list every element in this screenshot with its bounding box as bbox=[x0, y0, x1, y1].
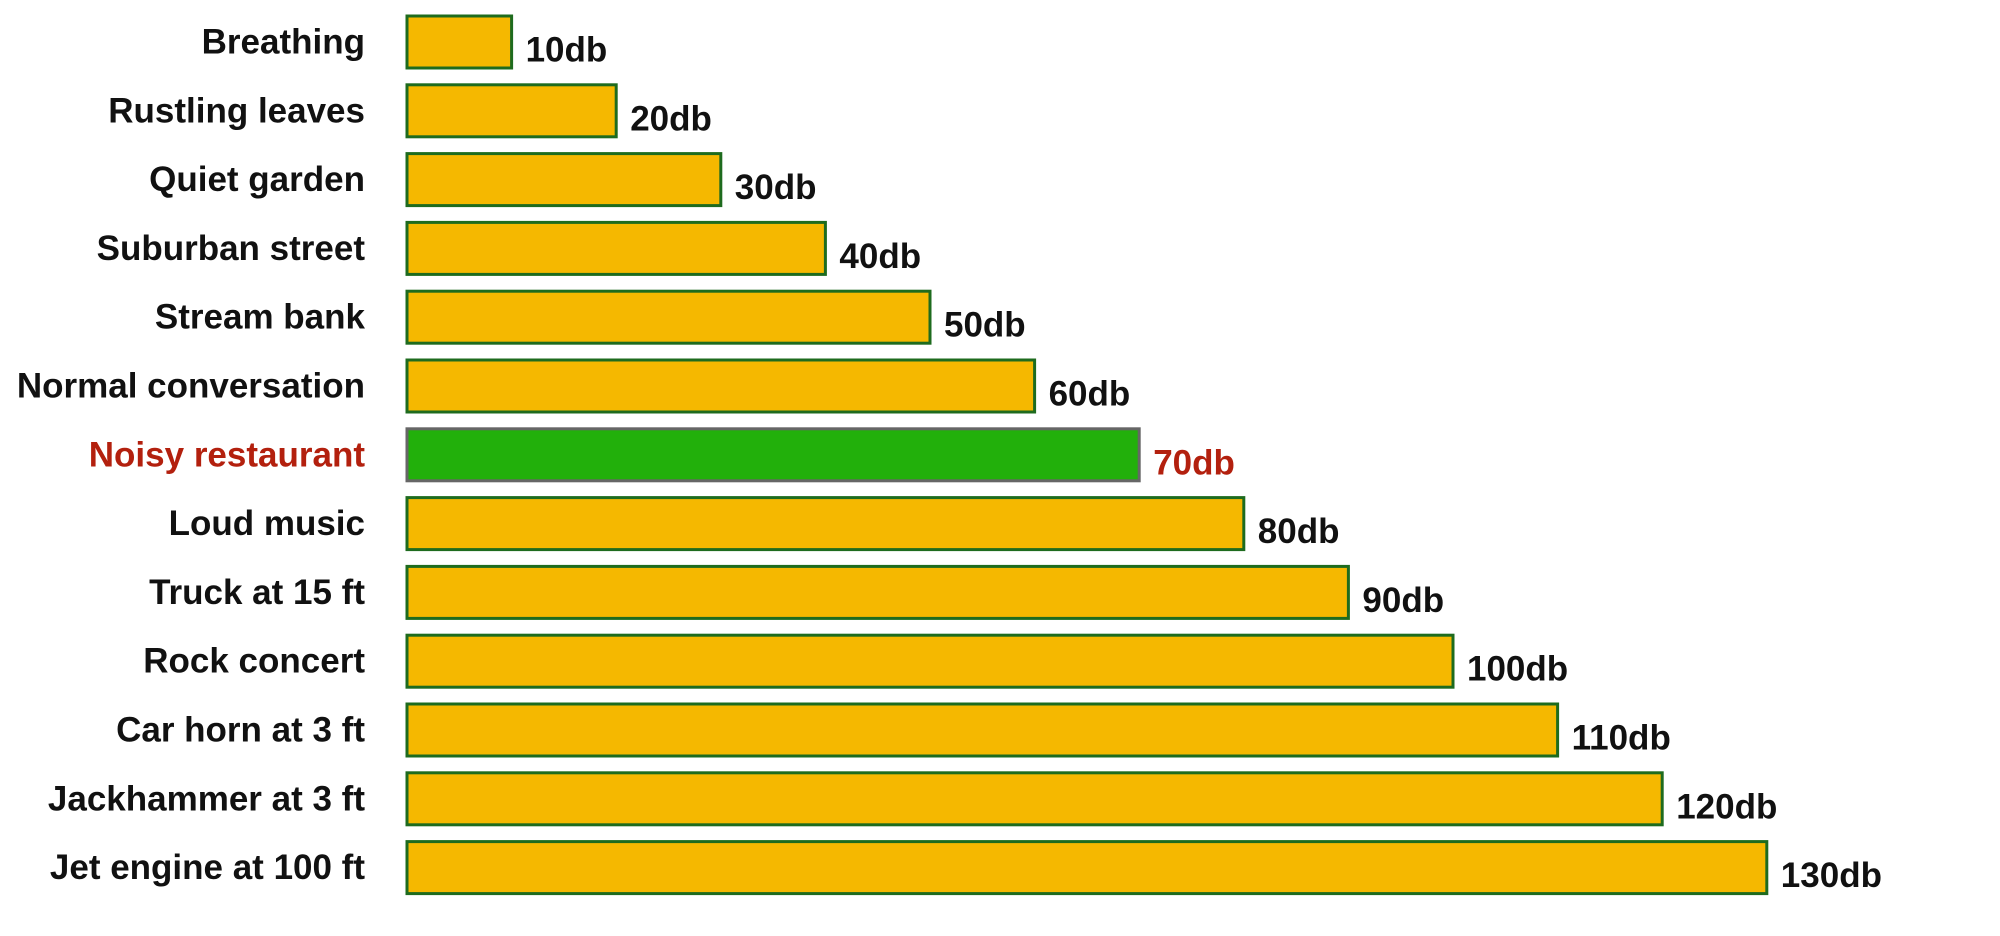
category-label-1: Rustling leaves bbox=[108, 91, 365, 130]
bar-7 bbox=[405, 496, 1246, 552]
bar-12 bbox=[405, 840, 1769, 896]
bar-6 bbox=[405, 427, 1141, 483]
bar-11 bbox=[405, 771, 1664, 827]
value-label-2: 30db bbox=[735, 168, 817, 207]
category-label-9: Rock concert bbox=[143, 642, 365, 681]
value-label-1: 20db bbox=[630, 99, 712, 138]
bar-2 bbox=[405, 152, 723, 208]
value-label-8: 90db bbox=[1362, 581, 1444, 620]
category-label-11: Jackhammer at 3 ft bbox=[48, 779, 365, 818]
category-label-4: Stream bank bbox=[155, 298, 366, 337]
bar-1 bbox=[405, 83, 618, 139]
bar-5 bbox=[405, 358, 1037, 414]
bar-8 bbox=[405, 564, 1350, 620]
category-label-2: Quiet garden bbox=[149, 160, 365, 199]
value-label-6: 70db bbox=[1153, 443, 1235, 482]
value-label-4: 50db bbox=[944, 306, 1026, 345]
value-label-10: 110db bbox=[1572, 719, 1671, 758]
value-label-0: 10db bbox=[526, 31, 608, 70]
value-label-7: 80db bbox=[1258, 512, 1340, 551]
value-label-9: 100db bbox=[1467, 650, 1568, 689]
value-label-12: 130db bbox=[1781, 856, 1882, 895]
bar-4 bbox=[405, 289, 932, 345]
category-label-10: Car horn at 3 ft bbox=[116, 711, 365, 750]
bars-layer bbox=[405, 14, 1769, 896]
labels-layer: Breathing 10db Rustling leaves 20db Quiet ga… bbox=[17, 23, 1882, 896]
category-label-5: Normal conversation bbox=[17, 367, 365, 406]
category-label-3: Suburban street bbox=[97, 229, 366, 268]
category-label-7: Loud music bbox=[169, 504, 365, 543]
category-label-0: Breathing bbox=[202, 23, 365, 62]
category-label-8: Truck at 15 ft bbox=[149, 573, 365, 612]
category-label-6: Noisy restaurant bbox=[89, 435, 366, 474]
bar-10 bbox=[405, 702, 1560, 758]
value-label-3: 40db bbox=[839, 237, 921, 276]
bar-3 bbox=[405, 220, 827, 276]
bar-0 bbox=[405, 14, 514, 70]
bar-9 bbox=[405, 633, 1455, 689]
value-label-11: 120db bbox=[1676, 787, 1777, 826]
category-label-12: Jet engine at 100 ft bbox=[50, 848, 365, 887]
value-label-5: 60db bbox=[1049, 375, 1131, 414]
